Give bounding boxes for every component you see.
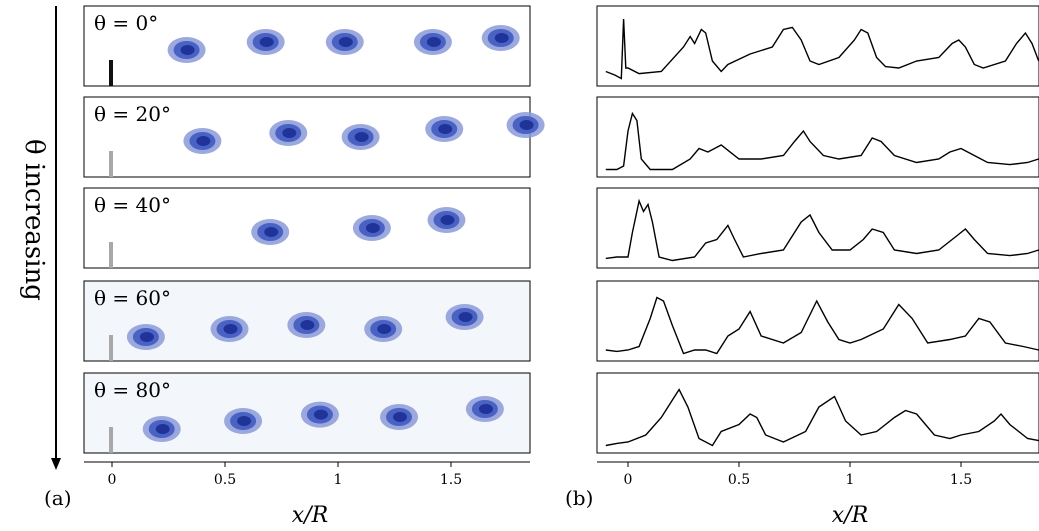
- vortex-core: [377, 324, 392, 334]
- vortex-core: [393, 412, 408, 422]
- vortex-core: [300, 320, 315, 330]
- contour-panels: θ = 0° θ = 20° θ = 40° θ = 60° θ = 80°: [83, 5, 545, 454]
- vortex-core: [438, 124, 453, 134]
- profile-panel: [596, 280, 1039, 362]
- blade-marker: [109, 151, 113, 177]
- side-label: θ increasing: [19, 139, 49, 301]
- vortex-core: [478, 404, 493, 414]
- tick-label: 0.5: [214, 472, 236, 488]
- vortex-core: [259, 37, 274, 47]
- vortex-core: [282, 128, 297, 138]
- blade-marker: [109, 335, 113, 361]
- vortex-core: [519, 120, 534, 130]
- vortex-core: [494, 33, 509, 43]
- panel-a-label: (a): [44, 486, 72, 510]
- contour-panel: θ = 60°: [83, 280, 531, 362]
- profile-panel: [596, 372, 1039, 454]
- profile-panel: [596, 96, 1039, 178]
- angle-label: θ = 60°: [94, 286, 171, 310]
- contour-panel: θ = 40°: [83, 187, 531, 269]
- vortex-core: [264, 227, 279, 237]
- tick-label: 0: [108, 472, 117, 488]
- x-label-a: x/R: [292, 503, 328, 528]
- profile-panels: [596, 5, 1039, 454]
- profile-panel: [596, 5, 1039, 87]
- angle-label: θ = 20°: [94, 102, 171, 126]
- vortex-core: [139, 332, 154, 342]
- panel-frame: [596, 372, 1039, 454]
- profile-line: [605, 111, 1039, 171]
- vortex-core: [223, 324, 238, 334]
- tick-label: 1: [846, 472, 855, 488]
- vortex-core: [180, 45, 195, 55]
- vortex-core: [313, 409, 328, 420]
- profile-line: [605, 388, 1039, 447]
- blade-marker: [109, 60, 113, 86]
- panel-frame: [596, 96, 1039, 178]
- angle-label: θ = 0°: [94, 11, 158, 35]
- vortex-core: [354, 132, 369, 142]
- angle-label: θ = 80°: [94, 378, 171, 402]
- vortex-core: [155, 424, 170, 434]
- profile-line: [605, 198, 1039, 262]
- blade-marker: [109, 242, 113, 268]
- vortex-core: [458, 312, 473, 322]
- vortex-core: [237, 416, 252, 426]
- blade-marker: [109, 427, 113, 453]
- profile-panel: [596, 187, 1039, 269]
- vortex-core: [440, 215, 455, 225]
- tick-label: 0.5: [728, 472, 750, 488]
- angle-label: θ = 40°: [94, 193, 171, 217]
- arrow-head-icon: [51, 458, 61, 470]
- x-label-b: x/R: [832, 503, 868, 528]
- panel-frame: [596, 280, 1039, 362]
- panel-frame: [596, 5, 1039, 87]
- panel-b-label: (b): [565, 486, 593, 510]
- tick-label: 0: [624, 472, 633, 488]
- contour-panel: θ = 20°: [83, 96, 545, 178]
- tick-label: 1: [334, 472, 343, 488]
- panel-frame: [596, 187, 1039, 269]
- profile-line: [605, 18, 1039, 80]
- panel-frame: [83, 5, 531, 87]
- vortex-core: [426, 37, 441, 47]
- vortex-core: [365, 223, 380, 233]
- tick-label: 1.5: [950, 472, 972, 488]
- vortex-core: [338, 37, 353, 47]
- ticks-a: 0 0.5 1 1.5: [108, 462, 462, 488]
- contour-panel: θ = 80°: [83, 372, 531, 454]
- profile-line: [605, 296, 1039, 355]
- contour-panel: θ = 0°: [83, 5, 531, 87]
- tick-label: 1.5: [440, 472, 462, 488]
- ticks-b: 0 0.5 1 1.5: [624, 462, 972, 488]
- vortex-core: [196, 136, 211, 146]
